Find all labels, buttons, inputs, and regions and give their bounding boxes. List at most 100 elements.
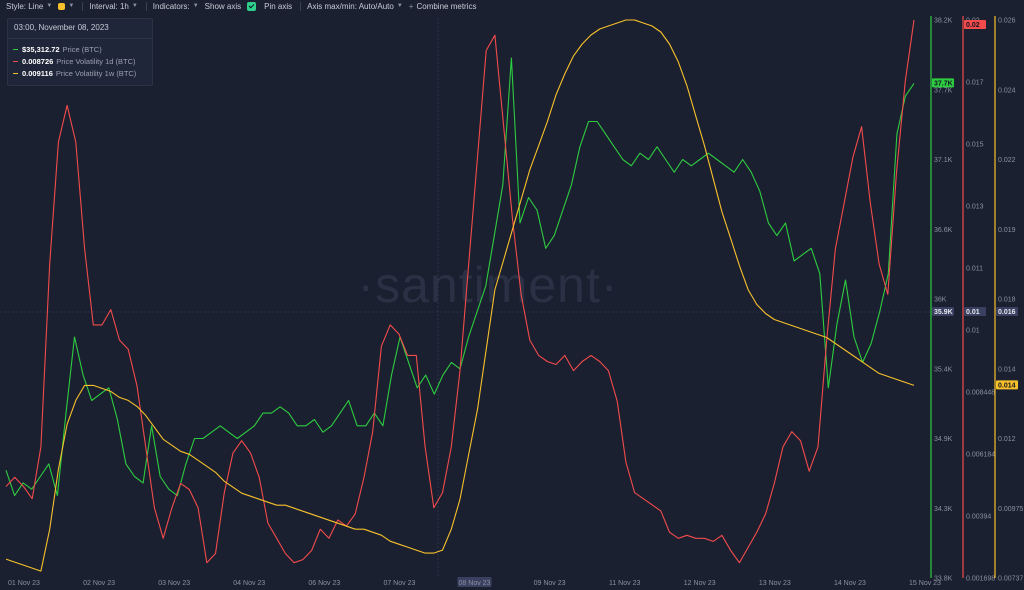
chart-toolbar: Style: Line ▼ ▼ Interval: 1h ▼ Indicator… — [0, 0, 1024, 12]
price-tick-label: 34.9K — [934, 436, 953, 443]
vol1d-tick-label: 0.00394 — [966, 514, 991, 521]
svg-text:09 Nov 23: 09 Nov 23 — [534, 580, 566, 587]
legend-item-vol1w[interactable]: 0.009116 Price Volatility 1w (BTC) — [13, 69, 136, 78]
legend-value: 0.009116 — [22, 69, 53, 78]
vol1w-tick-label: 0.026 — [998, 18, 1016, 25]
legend-color-marker — [13, 72, 18, 75]
watermark: ·santiment· — [357, 257, 618, 313]
price-tick-label: 36K — [934, 297, 947, 304]
show-axis-toggle[interactable]: Show axis — [205, 2, 241, 11]
plus-icon: + — [408, 1, 414, 11]
chevron-down-icon: ▼ — [46, 3, 53, 9]
price-tick-label: 33.8K — [934, 576, 953, 583]
vol1d-tick-label: 0.001698 — [966, 576, 995, 583]
legend-color-marker — [13, 48, 18, 51]
price-last-value: 37.7K — [934, 80, 953, 87]
svg-text:14 Nov 23: 14 Nov 23 — [834, 580, 866, 587]
vol1w-tick-label: 0.00737 — [998, 576, 1023, 583]
style-dropdown[interactable]: Style: Line ▼ — [6, 2, 52, 11]
x-tick-label: 15 Nov 23 — [909, 580, 941, 587]
x-tick-label: 13 Nov 23 — [759, 580, 791, 587]
legend-value: $35,312.72 — [22, 45, 60, 54]
axis-maxmin-dropdown[interactable]: Axis max/min: Auto/Auto ▼ — [307, 2, 403, 11]
svg-text:02 Nov 23: 02 Nov 23 — [83, 580, 115, 587]
vol1d-last-value-badge: 0.02 — [964, 20, 986, 29]
vol1w-tick-label: 0.018 — [998, 297, 1016, 304]
vol1d-tick-label: 0.011 — [966, 266, 983, 273]
axis-layer: 38.2K 37.7K 37.1K 36.6K 36K 35.4K 34.9K 34.3K 33… — [930, 16, 1023, 583]
x-tick-label: 04 Nov 23 — [233, 580, 265, 587]
series-line-vol1d — [5, 19, 915, 564]
legend-date: 03:00, November 08, 2023 — [14, 23, 109, 32]
price-last-value-badge: 37.7K — [932, 78, 954, 88]
vol1w-tick-label: 0.024 — [998, 87, 1016, 94]
vol1d-tick-label: 0.017 — [966, 80, 984, 87]
pin-axis-checkbox[interactable]: Pin axis — [247, 1, 293, 11]
interval-dropdown[interactable]: Interval: 1h ▼ — [89, 2, 138, 11]
svg-text:06 Nov 23: 06 Nov 23 — [308, 580, 340, 587]
chevron-down-icon: ▼ — [396, 3, 403, 9]
checkbox-checked-icon — [247, 1, 257, 11]
legend-series-name: Price Volatility 1w (BTC) — [55, 69, 137, 78]
x-crosshair-badge — [457, 577, 492, 587]
vol1w-tick-label: 0.014 — [998, 366, 1016, 373]
price-tick-label: 37.1K — [934, 157, 953, 164]
vol1w-tick-label: 0.019 — [998, 227, 1016, 234]
combine-metrics-button[interactable]: + Combine metrics — [409, 2, 477, 11]
vol1w-tick-label: 0.022 — [998, 157, 1016, 164]
vol1w-tick-label: 0.00975 — [998, 506, 1023, 513]
x-tick-label: 12 Nov 23 — [684, 580, 716, 587]
price-crosshair-value: 35.9K — [934, 309, 953, 316]
vol1d-tick-label: 0.01 — [966, 328, 980, 335]
indicators-label: Indicators: — [152, 1, 190, 11]
show-axis-label: Show axis — [204, 1, 242, 11]
pin-axis-label: Pin axis — [264, 1, 293, 11]
style-label: Style: Line — [6, 1, 44, 11]
legend-item-vol1d[interactable]: 0.008726 Price Volatility 1d (BTC) — [13, 57, 136, 66]
vol1d-tick-label: 0.008448 — [966, 390, 995, 397]
x-tick-label: 07 Nov 23 — [383, 580, 415, 587]
combine-metrics-label: Combine metrics — [416, 1, 477, 11]
vol1w-last-value: 0.014 — [998, 382, 1016, 389]
x-tick-label: 09 Nov 23 — [534, 580, 566, 587]
legend-color-marker — [13, 60, 18, 63]
price-tick-label: 35.4K — [934, 366, 953, 373]
vol1d-tick-label: 0.013 — [966, 204, 984, 211]
svg-text:11 Nov 23: 11 Nov 23 — [609, 580, 640, 587]
svg-text:01 Nov 23: 01 Nov 23 — [8, 580, 40, 587]
x-tick-label: 03 Nov 23 — [158, 580, 190, 587]
price-tick-label: 36.6K — [934, 227, 953, 234]
x-tick-label: 06 Nov 23 — [308, 580, 340, 587]
color-dropdown[interactable]: ▼ — [58, 2, 75, 10]
x-tick-label: 08 Nov 23 — [457, 577, 492, 587]
vol1w-crosshair-value: 0.016 — [998, 309, 1016, 316]
svg-text:15 Nov 23: 15 Nov 23 — [909, 580, 941, 587]
x-axis: 01 Nov 23 02 Nov 23 03 Nov 23 04 Nov 23 06 N… — [8, 577, 941, 587]
vol1d-last-value: 0.02 — [966, 22, 980, 29]
svg-text:07 Nov 23: 07 Nov 23 — [383, 580, 415, 587]
price-tick-label: 38.2K — [934, 18, 953, 25]
vol1d-tick-label: 0.006184 — [966, 452, 995, 459]
vol1d-crosshair-badge: 0.01 — [964, 307, 986, 316]
price-crosshair-badge: 35.9K — [932, 307, 954, 316]
vol1d-tick-label: 0.015 — [966, 142, 984, 149]
toolbar-divider — [145, 1, 147, 11]
legend-value: 0.008726 — [22, 57, 54, 66]
legend-item-price[interactable]: $35,312.72 Price (BTC) — [13, 45, 102, 54]
toolbar-divider — [82, 1, 84, 11]
vol1w-last-value-badge: 0.014 — [996, 380, 1018, 390]
indicators-dropdown[interactable]: Indicators: ▼ — [153, 2, 199, 11]
legend-series-name: Price (BTC) — [62, 45, 102, 54]
svg-text:08 Nov 23: 08 Nov 23 — [459, 580, 491, 587]
price-tick-label: 37.7K — [934, 87, 953, 94]
vol1d-crosshair-value: 0.01 — [966, 309, 980, 316]
axis-maxmin-label: Axis max/min: Auto/Auto — [307, 1, 394, 11]
svg-text:12 Nov 23: 12 Nov 23 — [684, 580, 716, 587]
legend-series-name: Price Volatility 1d (BTC) — [56, 57, 136, 66]
chevron-down-icon: ▼ — [131, 3, 138, 9]
x-tick-label: 02 Nov 23 — [83, 580, 115, 587]
chevron-down-icon: ▼ — [68, 3, 75, 9]
legend-divider — [8, 38, 152, 39]
interval-label: Interval: 1h — [89, 1, 129, 11]
